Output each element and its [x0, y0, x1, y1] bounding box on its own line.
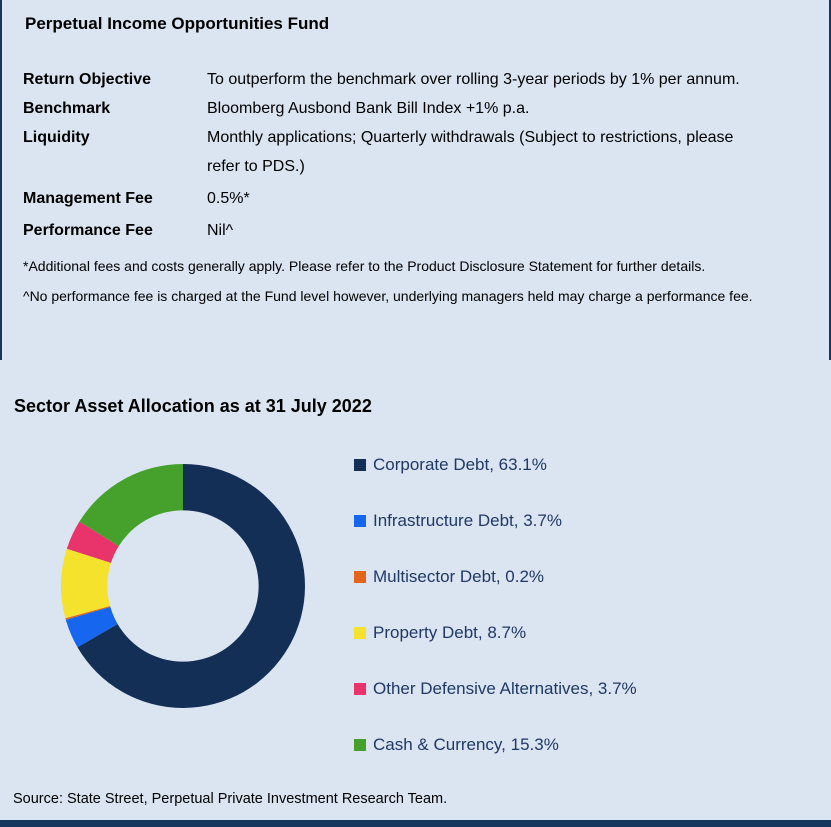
row-value: To outperform the benchmark over rolling…	[207, 71, 740, 88]
legend-swatch-icon	[354, 515, 366, 527]
source-note: Source: State Street, Perpetual Private …	[13, 791, 448, 807]
row-label: Management Fee	[23, 190, 153, 207]
donut-slice-multisector-debt	[65, 605, 111, 620]
fund-title: Perpetual Income Opportunities Fund	[25, 14, 330, 33]
fund-detail-row-return-objective: Return Objective To outperform the bench…	[23, 65, 819, 94]
legend-swatch-icon	[354, 627, 366, 639]
fund-details-table: Perpetual Income Opportunities Fund Retu…	[0, 0, 831, 360]
fund-detail-row-performance-fee: Performance Fee Nil^	[23, 216, 819, 245]
legend-swatch-icon	[354, 571, 366, 583]
legend-item: Property Debt, 8.7%	[354, 623, 637, 643]
legend-item: Cash & Currency, 15.3%	[354, 735, 637, 755]
row-label: Benchmark	[23, 100, 111, 117]
legend-label: Multisector Debt, 0.2%	[373, 567, 545, 586]
row-value: Nil^	[207, 222, 234, 239]
row-label: Return Objective	[23, 71, 152, 88]
footnotes: *Additional fees and costs generally app…	[23, 251, 819, 311]
legend-swatch-icon	[354, 739, 366, 751]
footnote-performance-fee: ^No performance fee is charged at the Fu…	[23, 288, 753, 304]
legend-item: Multisector Debt, 0.2%	[354, 567, 637, 587]
legend-item: Infrastructure Debt, 3.7%	[354, 511, 637, 531]
row-value: Bloomberg Ausbond Bank Bill Index +1% p.…	[207, 100, 530, 117]
donut-slice-infrastructure-debt	[65, 606, 118, 648]
legend-item: Other Defensive Alternatives, 3.7%	[354, 679, 637, 699]
legend-label: Property Debt, 8.7%	[373, 623, 527, 642]
donut-chart	[61, 464, 305, 708]
row-label: Performance Fee	[23, 222, 153, 239]
fund-detail-row-management-fee: Management Fee 0.5%*	[23, 184, 819, 213]
legend-label: Other Defensive Alternatives, 3.7%	[373, 679, 637, 698]
fund-detail-row-liquidity: Liquidity Monthly applications; Quarterl…	[23, 123, 819, 181]
donut-slice-other-defensive-alternatives	[66, 521, 119, 563]
legend-item: Corporate Debt, 63.1%	[354, 455, 637, 475]
row-value: Monthly applications; Quarterly withdraw…	[207, 129, 734, 175]
legend-label: Infrastructure Debt, 3.7%	[373, 511, 562, 530]
chart-legend: Corporate Debt, 63.1% Infrastructure Debt…	[354, 455, 637, 791]
donut-slice-property-debt	[61, 548, 111, 619]
donut-slice-cash-currency	[79, 464, 183, 547]
donut-slice-corporate-debt	[77, 464, 305, 708]
legend-label: Cash & Currency, 15.3%	[373, 735, 559, 754]
footnote-additional-fees: *Additional fees and costs generally app…	[23, 258, 706, 274]
fund-detail-row-benchmark: Benchmark Bloomberg Ausbond Bank Bill In…	[23, 94, 819, 123]
allocation-heading: Sector Asset Allocation as at 31 July 20…	[14, 396, 372, 416]
row-label: Liquidity	[23, 129, 90, 146]
row-value: 0.5%*	[207, 190, 250, 207]
legend-swatch-icon	[354, 683, 366, 695]
legend-label: Corporate Debt, 63.1%	[373, 455, 547, 474]
bottom-border-bar	[0, 820, 831, 827]
legend-swatch-icon	[354, 459, 366, 471]
